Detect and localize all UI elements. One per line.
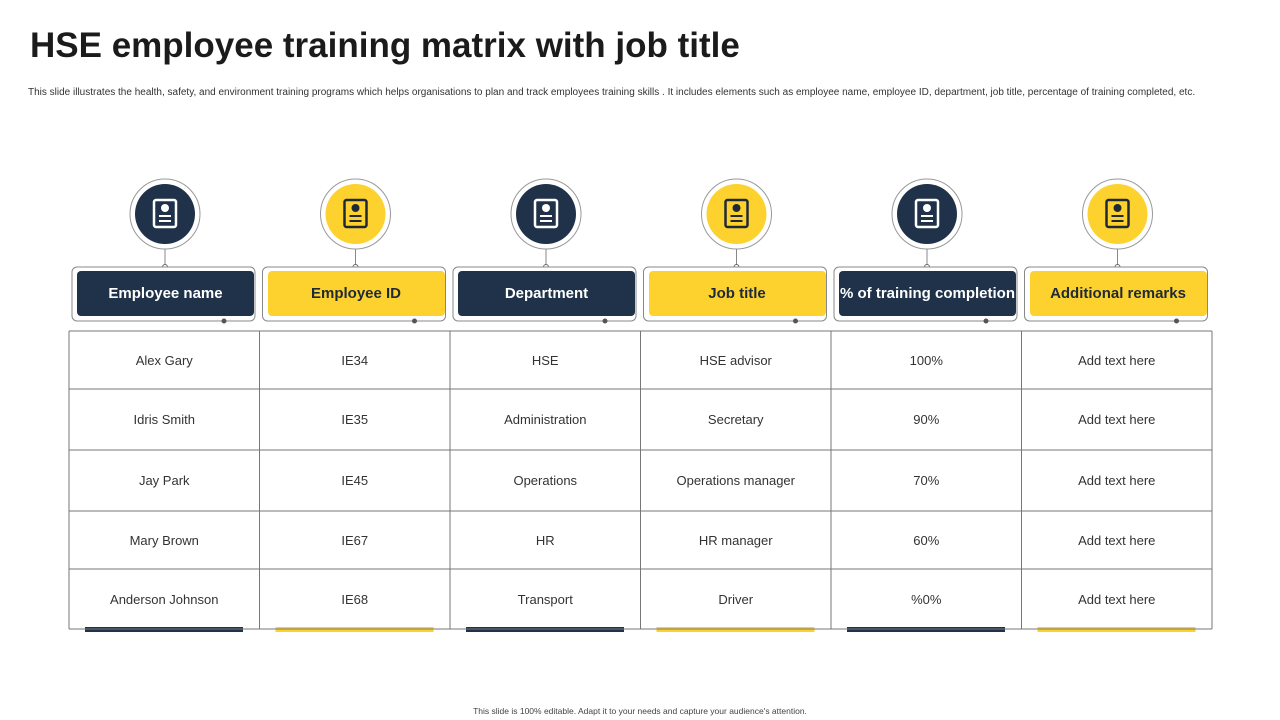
table-cell: Idris Smith xyxy=(133,412,195,427)
icon-circle xyxy=(1087,184,1148,244)
table-cell: Anderson Johnson xyxy=(110,591,219,607)
table-cell: HSE advisor xyxy=(699,352,772,368)
table-cell: Mary Brown xyxy=(129,532,199,548)
table-cell: Add text here xyxy=(1078,352,1156,368)
table-cell: 90% xyxy=(913,412,940,427)
icon-glyph xyxy=(1105,198,1130,229)
column-header: Additional remarks xyxy=(1029,271,1207,316)
table-cell: HR xyxy=(535,532,555,548)
icon-glyph xyxy=(161,204,169,212)
table-cell: 70% xyxy=(913,473,940,488)
table-cell: Administration xyxy=(504,412,587,427)
table-cell: Driver xyxy=(718,591,754,607)
table-cell: Add text here xyxy=(1078,473,1156,488)
icon-glyph xyxy=(724,198,749,229)
icon-circle xyxy=(897,184,957,244)
icon-glyph xyxy=(351,204,360,212)
frame-dot xyxy=(602,318,608,324)
column-header: % of training completion xyxy=(839,271,1016,316)
table-cell: 100% xyxy=(909,352,943,368)
frame-dot xyxy=(793,318,798,324)
table-cell: IE68 xyxy=(341,591,369,607)
frame-dot xyxy=(1174,318,1179,324)
frame-dot xyxy=(412,318,417,324)
table-cell: Operations xyxy=(513,473,578,488)
table-cell: HR manager xyxy=(698,532,773,548)
table-cell: HSE xyxy=(531,352,559,368)
table-cell: Add text here xyxy=(1078,591,1156,607)
table-cell: IE34 xyxy=(341,352,369,368)
icon-glyph xyxy=(1113,204,1122,212)
icon-glyph xyxy=(732,204,741,212)
table-cell: Operations manager xyxy=(676,473,795,488)
table-cell: %0% xyxy=(911,591,942,607)
description: This slide illustrates the health, safet… xyxy=(28,87,1196,98)
icon-glyph xyxy=(914,198,940,229)
icon-circle xyxy=(135,184,195,244)
footer: This slide is 100% editable. Adapt it to… xyxy=(473,706,807,716)
icon-glyph xyxy=(542,204,550,212)
table-cell: Jay Park xyxy=(138,473,190,488)
column-header: Job title xyxy=(648,271,826,316)
icon-glyph xyxy=(152,198,178,229)
title: HSE employee training matrix with job ti… xyxy=(30,26,740,65)
icon-glyph xyxy=(923,204,931,212)
icon-glyph xyxy=(343,198,368,229)
icon-circle xyxy=(706,184,767,244)
column-header: Department xyxy=(458,271,635,316)
table-cell: 60% xyxy=(913,532,940,548)
table-cell: IE35 xyxy=(341,412,369,427)
frame-dot xyxy=(221,318,227,324)
table-cell: IE67 xyxy=(341,532,369,548)
table-cell: Transport xyxy=(517,591,573,607)
table-cell: Add text here xyxy=(1078,532,1156,548)
icon-circle xyxy=(516,184,576,244)
icon-circle xyxy=(325,184,386,244)
frame-dot xyxy=(983,318,989,324)
table-cell: IE45 xyxy=(341,473,369,488)
column-header: Employee name xyxy=(77,271,254,316)
table-cell: Secretary xyxy=(707,412,764,427)
table-cell: Alex Gary xyxy=(135,352,193,368)
table-cell: Add text here xyxy=(1078,412,1156,427)
column-header: Employee ID xyxy=(267,271,445,316)
icon-glyph xyxy=(533,198,559,229)
